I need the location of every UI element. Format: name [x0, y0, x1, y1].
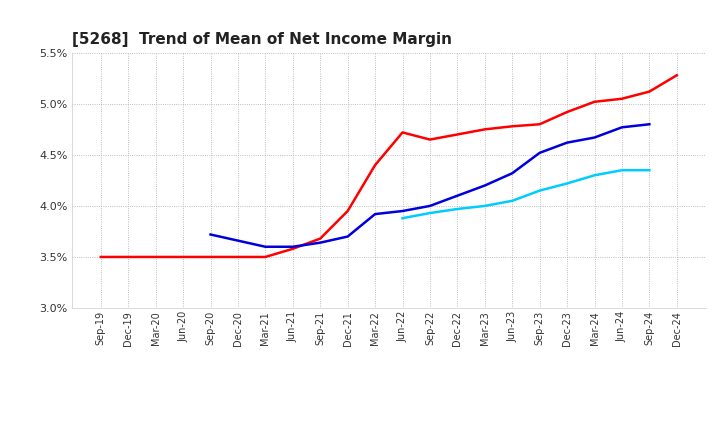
5 Years — [398, 209, 407, 214]
3 Years — [590, 99, 599, 104]
3 Years — [453, 132, 462, 137]
Line: 7 Years: 7 Years — [402, 170, 649, 218]
5 Years — [289, 244, 297, 249]
5 Years — [261, 244, 270, 249]
3 Years — [96, 254, 105, 260]
3 Years — [316, 236, 325, 241]
7 Years — [453, 206, 462, 212]
5 Years — [536, 150, 544, 155]
5 Years — [206, 232, 215, 237]
3 Years — [426, 137, 434, 142]
3 Years — [261, 254, 270, 260]
7 Years — [426, 210, 434, 216]
3 Years — [536, 121, 544, 127]
5 Years — [233, 238, 242, 243]
Line: 5 Years: 5 Years — [210, 124, 649, 247]
5 Years — [426, 203, 434, 209]
3 Years — [508, 124, 516, 129]
5 Years — [590, 135, 599, 140]
5 Years — [480, 183, 489, 188]
7 Years — [618, 168, 626, 173]
3 Years — [233, 254, 242, 260]
3 Years — [672, 73, 681, 78]
3 Years — [179, 254, 187, 260]
3 Years — [618, 96, 626, 101]
7 Years — [508, 198, 516, 203]
3 Years — [289, 246, 297, 251]
5 Years — [453, 193, 462, 198]
5 Years — [508, 171, 516, 176]
3 Years — [343, 209, 352, 214]
7 Years — [536, 188, 544, 193]
3 Years — [206, 254, 215, 260]
Line: 3 Years: 3 Years — [101, 75, 677, 257]
3 Years — [124, 254, 132, 260]
3 Years — [645, 89, 654, 94]
5 Years — [343, 234, 352, 239]
3 Years — [398, 130, 407, 135]
5 Years — [371, 212, 379, 217]
Text: [5268]  Trend of Mean of Net Income Margin: [5268] Trend of Mean of Net Income Margi… — [72, 33, 452, 48]
5 Years — [618, 125, 626, 130]
5 Years — [316, 240, 325, 246]
3 Years — [371, 162, 379, 168]
7 Years — [480, 203, 489, 209]
7 Years — [563, 181, 572, 186]
5 Years — [563, 140, 572, 145]
7 Years — [645, 168, 654, 173]
5 Years — [645, 121, 654, 127]
7 Years — [398, 216, 407, 221]
3 Years — [563, 110, 572, 115]
7 Years — [590, 172, 599, 178]
3 Years — [480, 127, 489, 132]
3 Years — [151, 254, 160, 260]
